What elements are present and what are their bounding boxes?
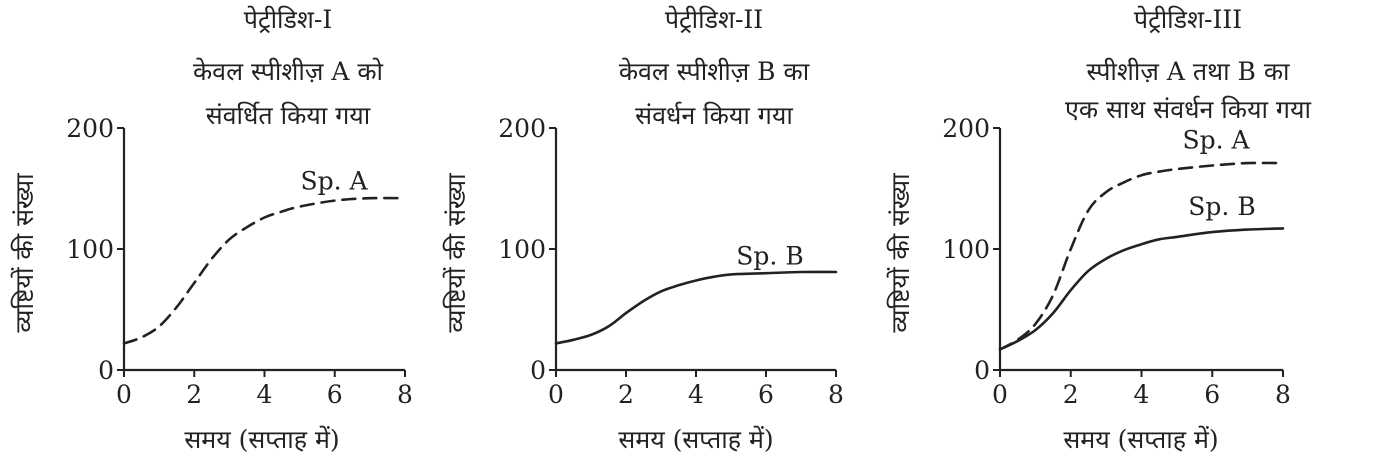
x-tick-label: 6 [327,380,343,409]
chart-title-line-3: संवर्धन किया गया [635,101,793,130]
chart-panel-3: पेट्रीडिश-III स्पीशीज़ A तथा B का एक साथ स… [886,5,1311,454]
x-tick-label: 6 [758,380,774,409]
chart-title-line-3: संवर्धित किया गया [206,101,371,130]
x-tick-label: 0 [992,380,1008,409]
chart-panel-2: पेट्रीडिश-II केवल स्पीशीज़ B का संवर्धन कि… [442,5,844,454]
y-tick-label: 100 [942,235,990,264]
x-axis-label: समय (सप्ताह में) [618,425,773,454]
chart-title-line-2: केवल स्पीशीज़ A को [193,57,384,86]
x-tick-label: 2 [1063,380,1079,409]
chart-title-line-1: पेट्रीडिश-II [665,5,763,34]
x-tick-label: 8 [828,380,844,409]
x-tick-label: 2 [618,380,634,409]
y-tick-label: 100 [498,235,546,264]
series-line-spb [554,270,838,345]
y-tick-label: 100 [66,235,114,264]
y-tick-label: 200 [498,114,546,143]
x-axis-label: समय (सप्ताह में) [1063,425,1218,454]
y-tick-label: 0 [974,356,990,385]
chart-title-line-1: पेट्रीडिश-I [244,5,332,34]
chart-panel-1: पेट्रीडिश-I केवल स्पीशीज़ A को संवर्धित कि… [10,5,413,454]
y-tick-label: 200 [66,114,114,143]
y-tick-label: 0 [98,356,114,385]
chart-title-line-2: केवल स्पीशीज़ B का [619,57,810,86]
chart-title-line-1: पेट्रीडिश-III [1134,5,1242,34]
x-tick-label: 6 [1204,380,1220,409]
series-line-spa [122,196,407,345]
x-tick-label: 8 [1275,380,1291,409]
series-label: Sp. B [1188,192,1255,221]
series-label: Sp. A [300,166,368,195]
series-label: Sp. B [736,242,803,271]
chart-title-line-2: स्पीशीज़ A तथा B का [1086,57,1290,86]
y-tick-label: 200 [942,114,990,143]
y-axis-label: व्यष्टियों की संख्या [442,173,471,333]
x-tick-label: 2 [186,380,202,409]
x-tick-label: 8 [397,380,413,409]
x-tick-label: 4 [257,380,273,409]
x-tick-label: 0 [548,380,564,409]
x-tick-label: 4 [688,380,704,409]
chart-title-line-3: एक साथ संवर्धन किया गया [1065,95,1311,124]
series-label: Sp. A [1182,125,1250,154]
y-axis-label: व्यष्टियों की संख्या [10,173,39,333]
x-axis-label: समय (सप्ताह में) [184,425,339,454]
series-line-spb [998,227,1285,351]
x-tick-label: 0 [116,380,132,409]
x-tick-label: 4 [1134,380,1150,409]
y-axis-label: व्यष्टियों की संख्या [886,173,915,333]
series-line-spa [998,161,1285,351]
y-tick-label: 0 [530,356,546,385]
